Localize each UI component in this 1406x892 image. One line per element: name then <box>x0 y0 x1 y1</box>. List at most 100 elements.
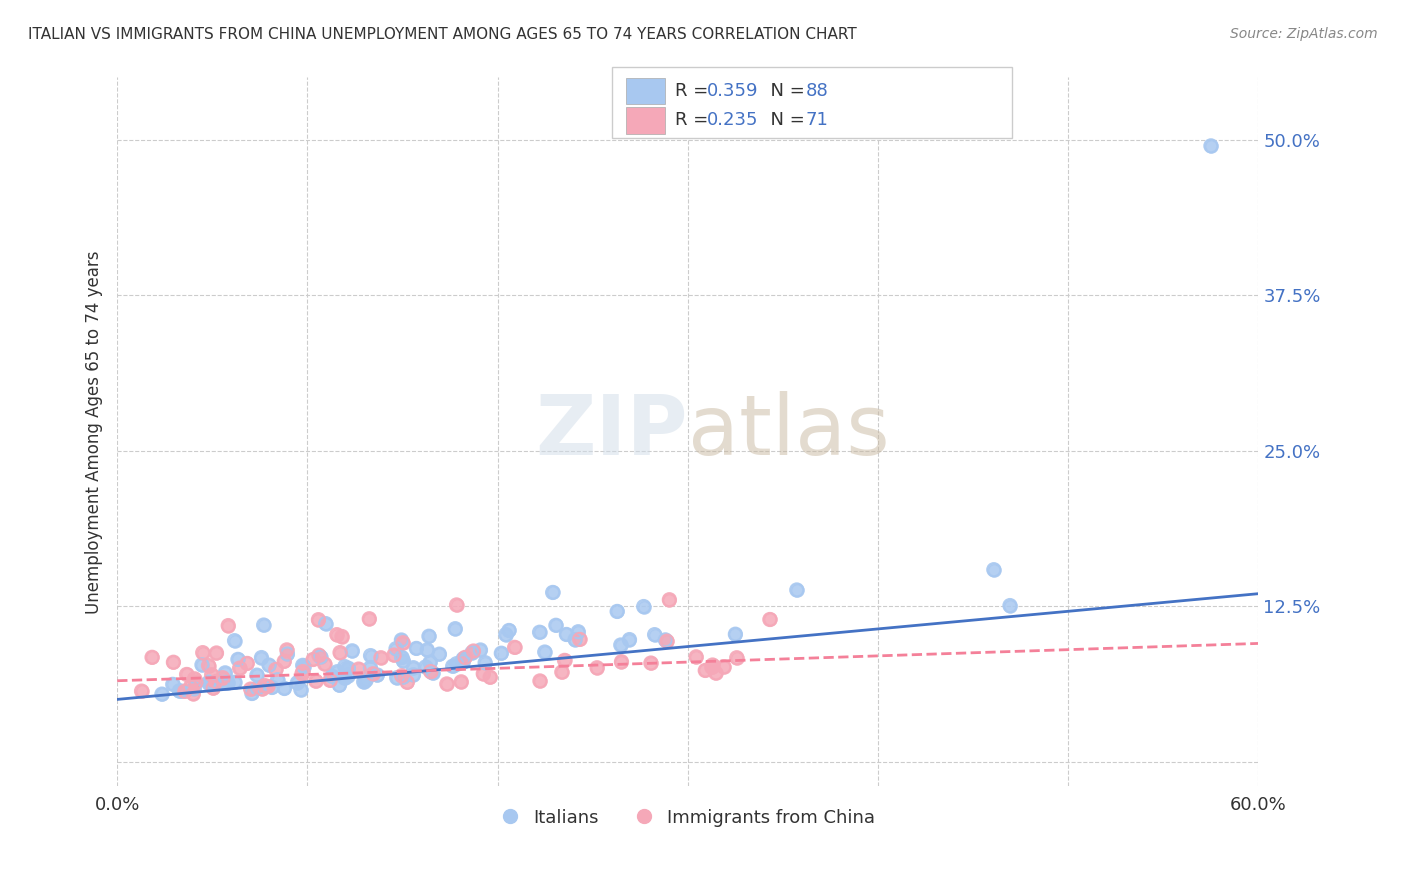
Point <box>353 674 375 689</box>
Point <box>640 656 662 670</box>
Point <box>329 646 352 660</box>
Point <box>702 658 724 673</box>
Point <box>759 613 782 627</box>
Point <box>644 627 666 641</box>
Text: atlas: atlas <box>688 392 890 473</box>
Point <box>202 676 225 690</box>
Point <box>205 646 228 660</box>
Point <box>568 632 591 647</box>
Point <box>389 632 412 647</box>
Point <box>217 675 239 690</box>
Point <box>998 599 1021 613</box>
Point <box>610 638 633 652</box>
Point <box>370 650 392 665</box>
Point <box>224 633 246 648</box>
Point <box>273 654 295 668</box>
Point <box>309 650 332 665</box>
Point <box>256 680 278 694</box>
Point <box>567 624 589 639</box>
Point <box>419 665 441 679</box>
Point <box>198 676 221 690</box>
Point <box>191 646 214 660</box>
Point <box>359 660 381 674</box>
Point <box>273 681 295 696</box>
Point <box>450 674 472 689</box>
Point <box>205 646 228 660</box>
Point <box>361 666 384 681</box>
Point <box>396 675 419 690</box>
Point <box>503 640 526 655</box>
Point <box>217 618 239 632</box>
Point <box>396 675 419 690</box>
Point <box>685 649 707 664</box>
Point <box>305 674 328 689</box>
Point <box>162 655 184 669</box>
Point <box>498 624 520 638</box>
Point <box>619 632 641 647</box>
Point <box>211 671 233 685</box>
Point <box>226 652 249 666</box>
Point <box>205 674 228 689</box>
Point <box>170 684 193 698</box>
Point <box>217 675 239 690</box>
Point <box>321 669 343 683</box>
Point <box>211 671 233 685</box>
Point <box>246 681 269 696</box>
Text: R =: R = <box>675 82 714 100</box>
Point <box>291 665 314 679</box>
Point <box>472 666 495 681</box>
Point <box>173 684 195 698</box>
Point <box>329 646 352 660</box>
Point <box>700 660 723 674</box>
Point <box>308 648 330 662</box>
Point <box>314 657 336 671</box>
Point <box>360 648 382 663</box>
Point <box>354 673 377 688</box>
Point <box>725 650 748 665</box>
Point <box>474 656 496 670</box>
Point <box>252 681 274 696</box>
Point <box>162 677 184 691</box>
Point <box>695 664 717 678</box>
Point <box>215 676 238 690</box>
Point <box>314 657 336 671</box>
Point <box>291 666 314 681</box>
Y-axis label: Unemployment Among Ages 65 to 74 years: Unemployment Among Ages 65 to 74 years <box>86 251 103 614</box>
Point <box>419 656 441 670</box>
Point <box>633 599 655 614</box>
Point <box>307 613 329 627</box>
Point <box>276 643 298 657</box>
Point <box>354 673 377 688</box>
Point <box>385 641 408 656</box>
Point <box>240 686 263 700</box>
Point <box>291 666 314 681</box>
Point <box>326 665 349 679</box>
Point <box>416 643 439 657</box>
Point <box>246 668 269 682</box>
Point <box>266 673 288 687</box>
Point <box>461 646 484 660</box>
Point <box>610 638 633 652</box>
Point <box>451 652 474 666</box>
Point <box>429 647 451 661</box>
Legend: Italians, Immigrants from China: Italians, Immigrants from China <box>494 802 883 834</box>
Point <box>260 681 283 695</box>
Point <box>228 661 250 675</box>
Point <box>382 648 405 662</box>
Point <box>337 661 360 675</box>
Point <box>564 632 586 647</box>
Point <box>214 665 236 680</box>
Point <box>402 667 425 681</box>
Point <box>983 563 1005 577</box>
Point <box>606 604 628 618</box>
Point <box>292 659 315 673</box>
Point <box>359 660 381 674</box>
Point <box>291 658 314 673</box>
Point <box>658 592 681 607</box>
Point <box>610 655 633 669</box>
Point <box>176 667 198 681</box>
Point <box>392 654 415 668</box>
Point <box>291 665 314 679</box>
Text: 0.359: 0.359 <box>707 82 759 100</box>
Point <box>250 650 273 665</box>
